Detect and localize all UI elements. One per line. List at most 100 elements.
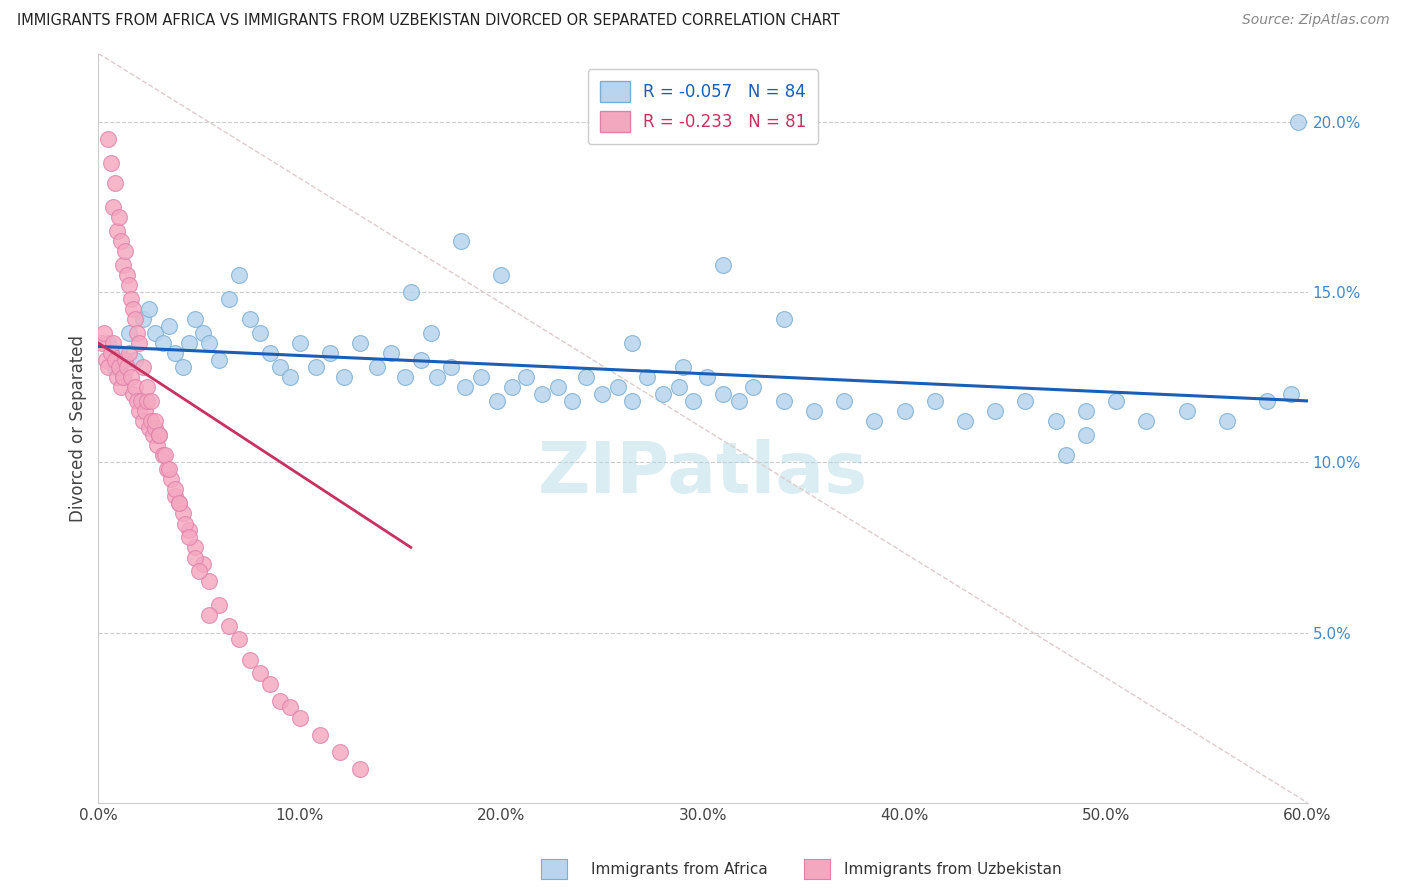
Point xyxy=(309,728,332,742)
Point xyxy=(111,370,134,384)
Point xyxy=(682,393,704,408)
Point xyxy=(269,693,291,707)
Point xyxy=(157,462,180,476)
Point xyxy=(803,404,825,418)
Point xyxy=(278,700,301,714)
Point xyxy=(118,346,141,360)
Point xyxy=(138,301,160,316)
Point xyxy=(1014,393,1036,408)
Point xyxy=(132,359,155,374)
Point xyxy=(575,370,598,384)
Point xyxy=(143,421,166,435)
Point xyxy=(208,599,231,613)
Point xyxy=(124,353,146,368)
Point xyxy=(259,676,281,690)
Point xyxy=(184,550,207,565)
Point xyxy=(1074,404,1097,418)
Point xyxy=(157,318,180,333)
Point xyxy=(100,155,122,169)
Point xyxy=(148,428,170,442)
Point xyxy=(152,449,174,463)
Point xyxy=(329,745,352,759)
Point xyxy=(454,380,477,394)
Point xyxy=(179,336,201,351)
Point xyxy=(125,393,148,408)
Point xyxy=(228,632,250,647)
Point xyxy=(1256,393,1278,408)
Point xyxy=(333,370,356,384)
Point xyxy=(1216,414,1239,428)
Point xyxy=(696,370,718,384)
Point xyxy=(420,326,443,340)
Point xyxy=(366,359,388,374)
Point xyxy=(129,393,152,408)
Point xyxy=(349,762,371,776)
Point xyxy=(121,387,143,401)
Point xyxy=(305,359,328,374)
Point xyxy=(143,414,166,428)
Point xyxy=(651,387,673,401)
Point xyxy=(124,312,146,326)
Point xyxy=(239,312,262,326)
Point xyxy=(121,301,143,316)
Point xyxy=(163,346,186,360)
Point xyxy=(148,428,170,442)
Point xyxy=(156,462,179,476)
Point xyxy=(114,353,136,368)
Point xyxy=(163,489,186,503)
Point xyxy=(167,496,190,510)
Point xyxy=(772,393,794,408)
Point xyxy=(132,414,155,428)
Point xyxy=(118,326,141,340)
Point xyxy=(259,346,281,360)
Point xyxy=(208,353,231,368)
Point xyxy=(107,346,129,360)
Point xyxy=(134,404,156,418)
Point xyxy=(1281,387,1303,401)
Point xyxy=(547,380,569,394)
Point xyxy=(138,421,160,435)
Point xyxy=(470,370,492,384)
Point xyxy=(486,393,509,408)
Point xyxy=(1105,393,1128,408)
Point xyxy=(172,506,194,520)
Point xyxy=(924,393,946,408)
Point xyxy=(103,359,125,374)
Point xyxy=(561,393,583,408)
Point xyxy=(218,618,240,632)
Point xyxy=(832,393,855,408)
Point xyxy=(288,336,311,351)
Point xyxy=(278,370,301,384)
Point xyxy=(711,258,734,272)
Point xyxy=(1074,428,1097,442)
Point xyxy=(115,268,138,282)
Point xyxy=(101,200,124,214)
Point xyxy=(193,558,215,572)
Point xyxy=(172,359,194,374)
Point xyxy=(152,336,174,351)
Point xyxy=(184,312,207,326)
Legend: R = -0.057   N = 84, R = -0.233   N = 81: R = -0.057 N = 84, R = -0.233 N = 81 xyxy=(588,70,818,144)
Text: Source: ZipAtlas.com: Source: ZipAtlas.com xyxy=(1241,13,1389,28)
Point xyxy=(105,224,128,238)
Point xyxy=(97,336,120,351)
Point xyxy=(515,370,537,384)
Point xyxy=(863,414,886,428)
Point xyxy=(146,438,169,452)
Point xyxy=(110,234,132,248)
Point xyxy=(198,608,221,623)
Point xyxy=(135,380,157,394)
Point xyxy=(128,336,150,351)
Point xyxy=(742,380,765,394)
Point xyxy=(153,449,176,463)
Point xyxy=(114,244,136,258)
Text: IMMIGRANTS FROM AFRICA VS IMMIGRANTS FROM UZBEKISTAN DIVORCED OR SEPARATED CORRE: IMMIGRANTS FROM AFRICA VS IMMIGRANTS FRO… xyxy=(17,13,839,29)
Point xyxy=(984,404,1007,418)
Point xyxy=(135,393,157,408)
Y-axis label: Divorced or Separated: Divorced or Separated xyxy=(69,334,87,522)
Point xyxy=(198,336,221,351)
Point xyxy=(110,380,132,394)
Point xyxy=(953,414,976,428)
Point xyxy=(167,496,190,510)
Point xyxy=(319,346,342,360)
